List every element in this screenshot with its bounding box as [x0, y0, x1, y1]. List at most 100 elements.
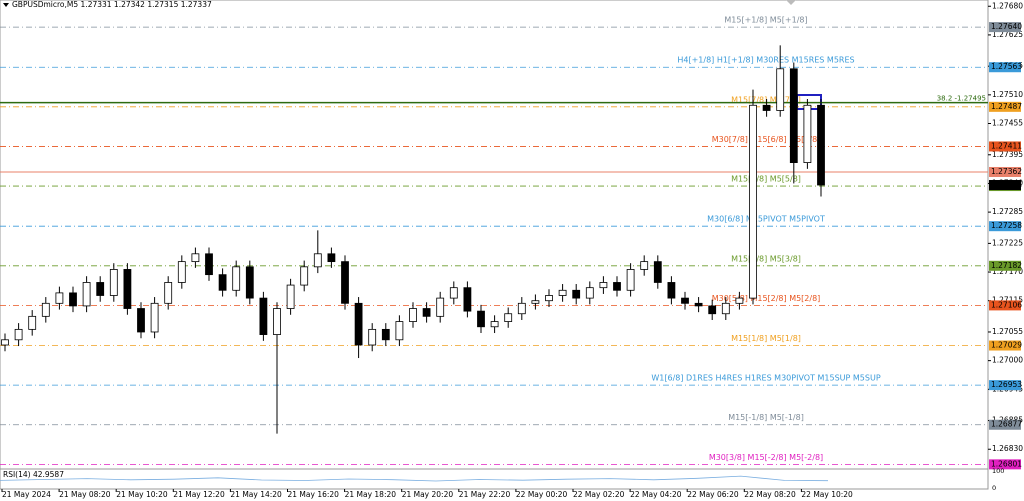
candle-body: [803, 104, 812, 164]
price-box: [989, 260, 1021, 271]
level-label: M15[+1/8] M5[+1/8]: [724, 16, 807, 25]
candle-body: [776, 68, 785, 111]
y-tick-label: 1.27115: [992, 296, 1023, 305]
chart-title: GBPUSDmicro,M5 1.27331 1.27342 1.27315 1…: [12, 0, 212, 9]
price-box-label: 1.26953: [991, 380, 1022, 389]
candle-body: [381, 328, 390, 341]
price-box-label: 1.27362: [991, 167, 1022, 176]
candle-body: [463, 287, 472, 312]
level-label: M30[3/8] M15[-2/8] M5[-2/8]: [709, 453, 823, 462]
candle-body: [55, 292, 64, 304]
y-tick-label: 1.27055: [992, 327, 1023, 336]
candle-body: [626, 269, 635, 291]
x-tick-label: 21 May 2024: [2, 490, 51, 499]
candle-body: [218, 274, 227, 291]
candle-body: [300, 266, 309, 286]
candle-body: [137, 308, 145, 333]
x-tick-label: 21 May 10:20: [116, 490, 168, 499]
candle-body: [653, 261, 662, 283]
candle-body: [409, 308, 417, 322]
candle-body: [191, 253, 200, 263]
candle-body: [28, 315, 37, 330]
level-label: M15[5/8] M5[5/8]: [731, 175, 801, 184]
x-tick-label: 21 May 14:20: [230, 490, 282, 499]
x-tick-label: 22 May 10:20: [801, 490, 853, 499]
level-label: M15[-1/8] M5[-1/8]: [728, 413, 804, 422]
level-label: H4[+1/8] H1[+1/8] M30RES M15RES M5RES: [677, 56, 854, 65]
price-box: [989, 221, 1021, 232]
menu-arrow[interactable]: [3, 3, 9, 7]
candle-body: [817, 104, 825, 186]
price-box-label: 1.27337: [991, 180, 1022, 189]
candle-body: [69, 292, 77, 307]
candle-body: [205, 253, 213, 276]
price-box: [989, 459, 1021, 470]
level-label: M15[7/8] M5[7/8]: [731, 95, 801, 104]
price-box-label: 1.26801: [991, 459, 1022, 468]
price-box-label: 1.27258: [991, 221, 1022, 230]
x-tick-label: 21 May 20:20: [402, 490, 454, 499]
candle-body: [585, 287, 594, 299]
price-box: [989, 180, 1021, 191]
y-tick-label: 1.27625: [992, 30, 1023, 39]
candle-body: [395, 321, 404, 341]
plot-frame: [0, 0, 989, 490]
level-label: M15[3/8] M5[3/8]: [731, 254, 801, 263]
candle-body: [545, 295, 553, 302]
candle-body: [273, 308, 281, 335]
candle-body: [749, 104, 757, 299]
candle-body: [245, 266, 254, 299]
candle-body: [150, 302, 159, 333]
candle-body: [490, 321, 499, 328]
rsi-tick-label: 100: [992, 467, 1004, 475]
candle-body: [327, 253, 336, 263]
candle-body: [436, 297, 445, 317]
price-box: [989, 62, 1021, 73]
candle-body: [259, 297, 268, 335]
candle-body: [558, 289, 567, 296]
price-box-label: 1.27106: [991, 300, 1022, 309]
candle-body: [123, 269, 132, 309]
candle-body: [177, 261, 186, 283]
candle-body: [449, 287, 458, 299]
rsi-line: [0, 475, 829, 482]
candle-body: [599, 282, 608, 289]
x-tick-label: 22 May 00:20: [516, 490, 568, 499]
candle-body: [354, 302, 363, 346]
price-box-label: 1.27563: [991, 62, 1022, 71]
candle-body: [721, 302, 730, 315]
candle-body: [1, 339, 9, 346]
candle-body: [572, 289, 581, 299]
x-tick-label: 22 May 04:20: [630, 490, 682, 499]
x-tick-label: 21 May 08:20: [59, 490, 111, 499]
candle-body: [109, 269, 118, 296]
price-box: [989, 419, 1021, 430]
x-tick-label: 21 May 12:20: [173, 490, 225, 499]
candle-body: [82, 282, 91, 307]
price-box: [989, 141, 1021, 152]
candle-body: [517, 302, 526, 315]
price-box: [989, 380, 1021, 391]
rsi-tick-label: 0: [992, 484, 996, 492]
x-tick-label: 21 May 16:20: [288, 490, 340, 499]
x-tick-label: 21 May 18:20: [345, 490, 397, 499]
level-label: M30[5/8] M15[2/8] M5[2/8]: [712, 294, 821, 303]
candle-body: [789, 68, 798, 164]
y-tick-label: 1.27455: [992, 119, 1023, 128]
price-box-label: 1.26877: [991, 420, 1022, 429]
price-box-label: 1.27487: [991, 102, 1022, 111]
candle-body: [694, 302, 703, 307]
x-tick-label: 21 May 22:20: [459, 490, 511, 499]
y-tick-label: 1.27285: [992, 207, 1023, 216]
candle-body: [422, 308, 431, 317]
price-box: [989, 22, 1021, 33]
y-tick-label: 1.27225: [992, 238, 1023, 247]
candle-body: [14, 328, 23, 341]
candle-body: [531, 300, 540, 304]
candle-body: [41, 302, 50, 317]
y-tick-label: 1.27680: [992, 1, 1023, 10]
candle-body: [640, 261, 649, 270]
level-label: W1[6/8] D1RES H4RES H1RES M30PIVOT M15SU…: [651, 374, 880, 383]
candle-body: [96, 282, 105, 296]
